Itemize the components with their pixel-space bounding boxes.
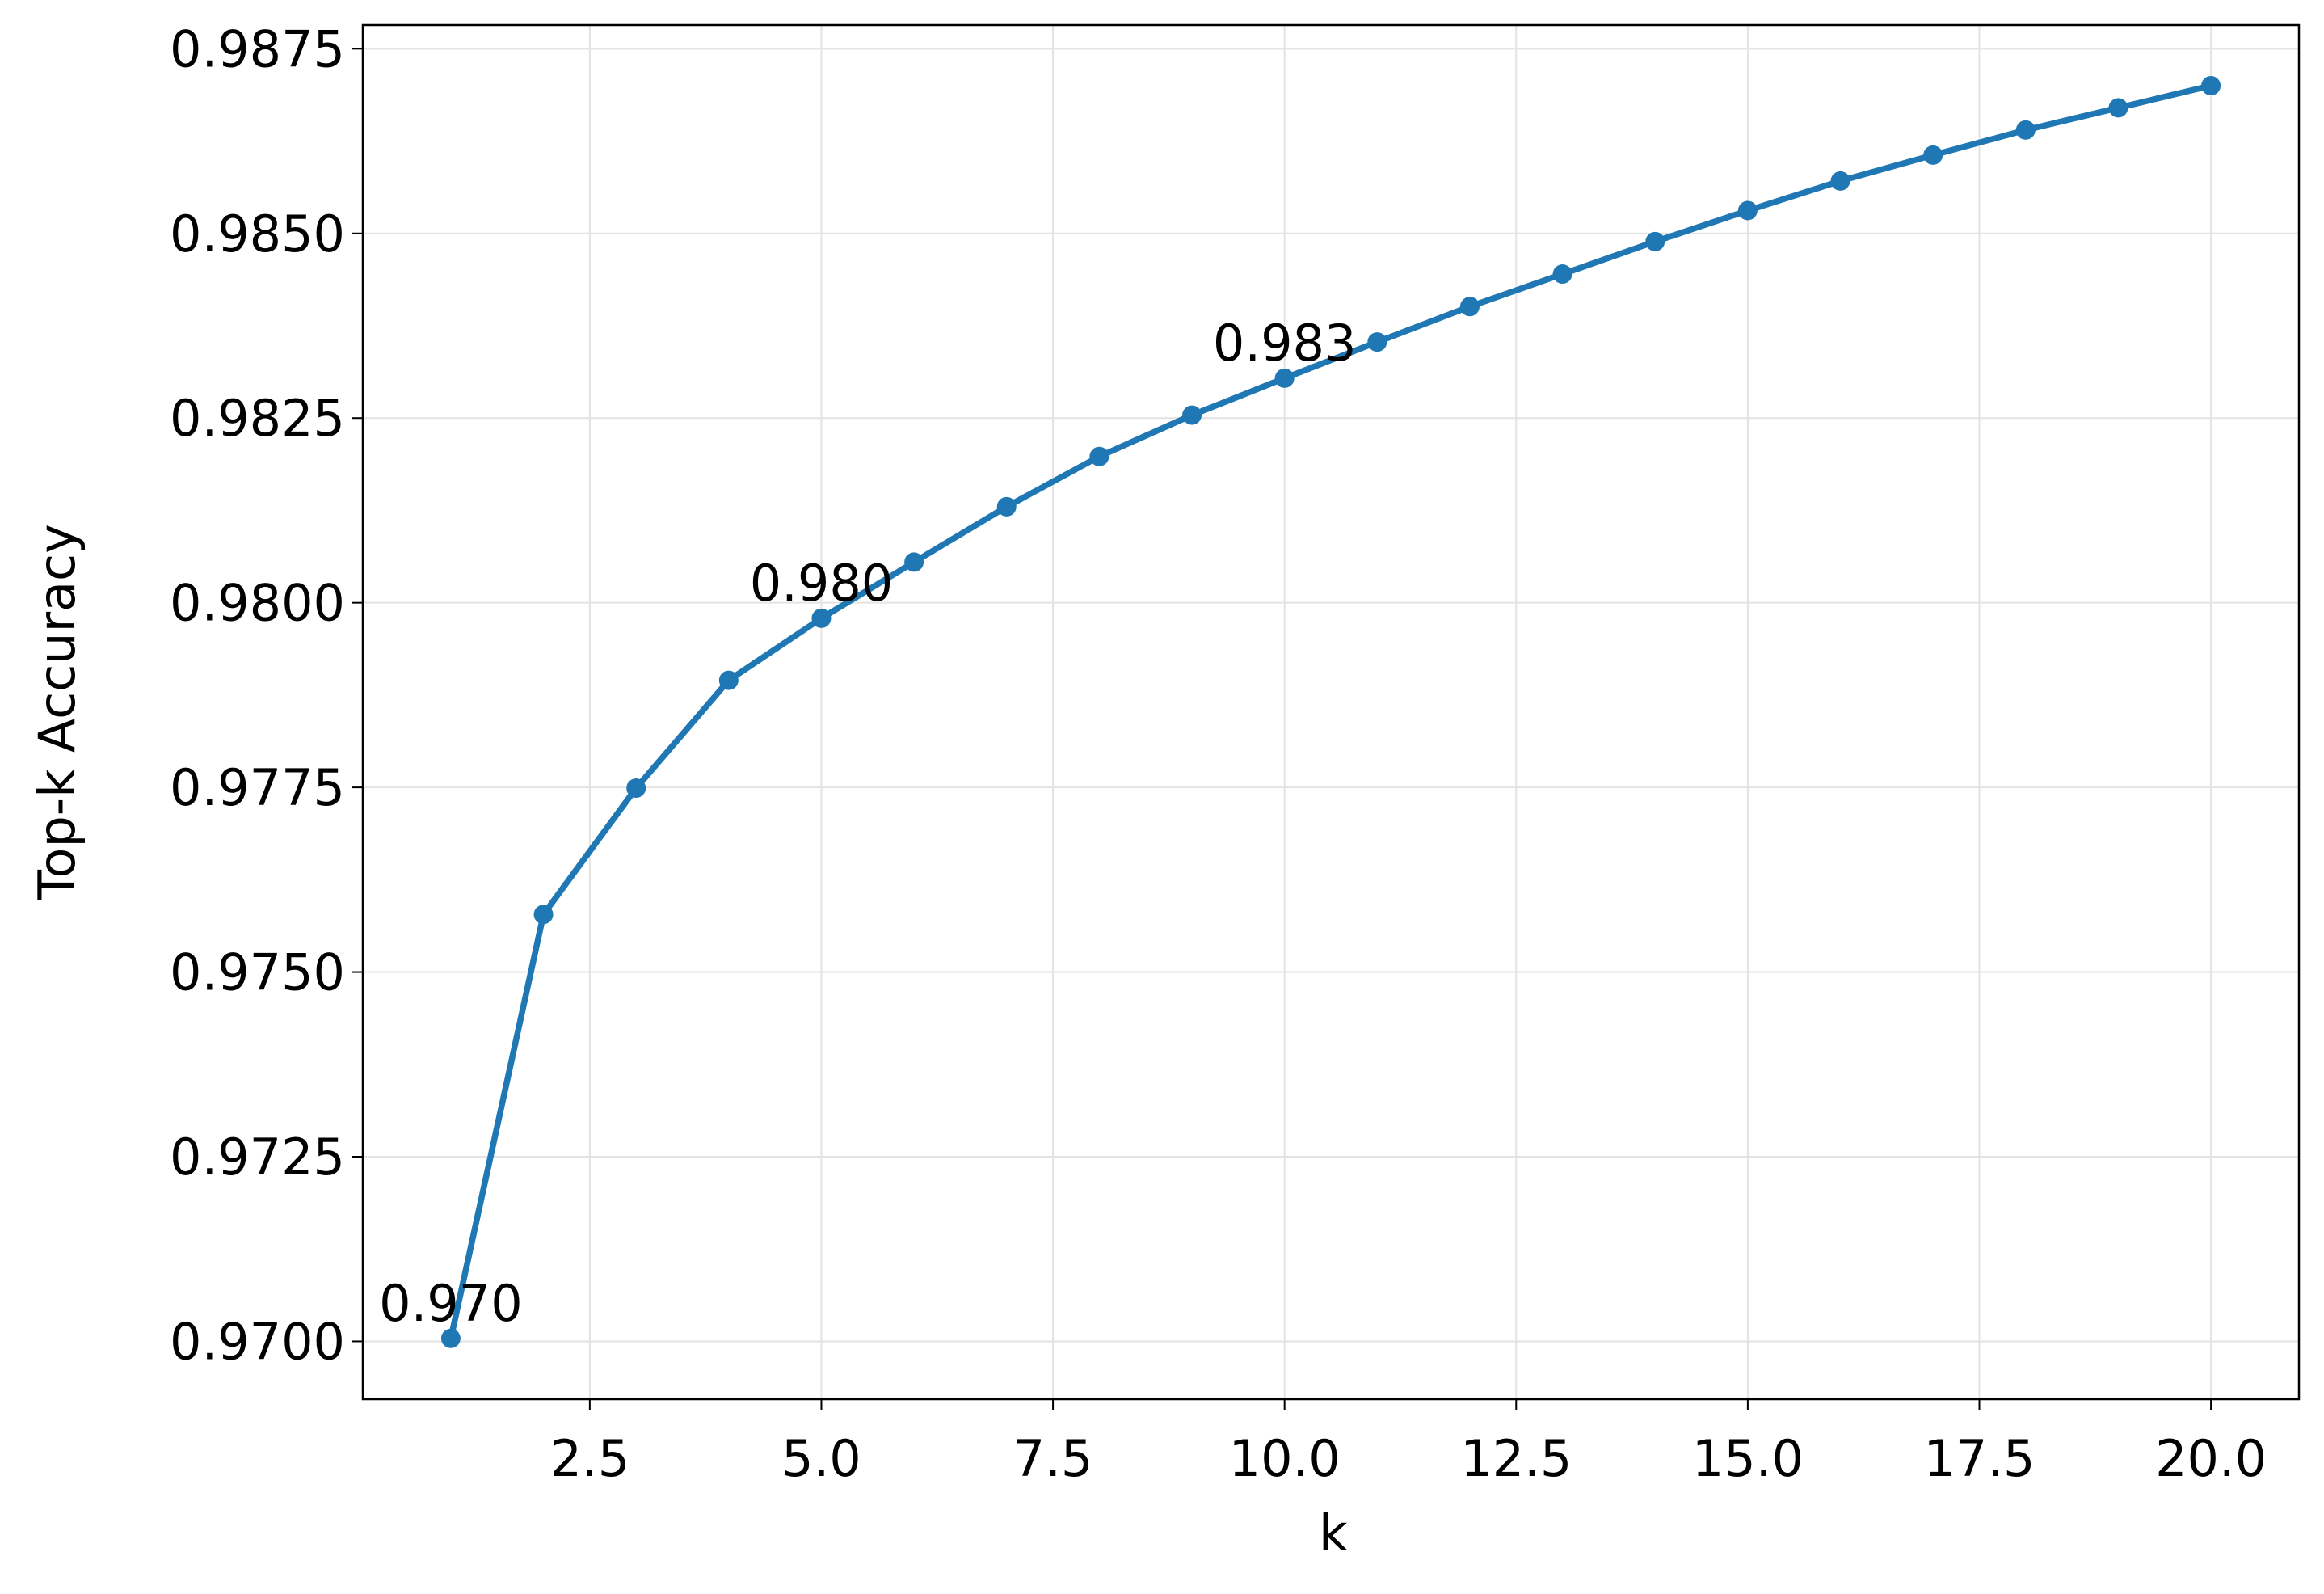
data-point: [811, 608, 832, 628]
data-line: [448, 82, 2212, 1339]
y-tick-label: 0.9825: [170, 389, 345, 448]
data-point: [1182, 405, 1202, 425]
data-point: [904, 552, 924, 572]
data-point: [440, 1328, 461, 1348]
x-tick-label: 5.0: [781, 1429, 861, 1488]
data-point: [1830, 171, 1850, 191]
y-axis-label: Top-k Accuracy: [27, 524, 86, 901]
data-point: [2108, 98, 2128, 118]
data-label: 0.983: [1213, 314, 1357, 373]
x-tick-label: 12.5: [1460, 1429, 1572, 1488]
data-point: [1367, 332, 1387, 352]
data-point: [533, 905, 554, 925]
x-tick-label: 20.0: [2155, 1429, 2267, 1488]
y-tick-label: 0.9700: [170, 1312, 345, 1371]
x-tick-label: 10.0: [1229, 1429, 1341, 1488]
data-point: [1552, 264, 1572, 285]
y-tick-label: 0.9875: [170, 19, 345, 78]
data-point: [1737, 200, 1758, 221]
plot-frame: [361, 23, 2301, 1401]
data-point: [2201, 76, 2221, 96]
x-tick-label: 15.0: [1692, 1429, 1804, 1488]
x-tick-label: 17.5: [1923, 1429, 2035, 1488]
data-point: [1089, 446, 1109, 466]
y-tick-label: 0.9850: [170, 205, 345, 264]
data-point: [626, 778, 646, 799]
data-point: [996, 496, 1017, 517]
data-label: 0.980: [750, 554, 894, 613]
x-tick-label: 2.5: [550, 1429, 630, 1488]
x-axis-label: k: [1319, 1503, 1348, 1562]
y-tick-label: 0.9750: [170, 943, 345, 1002]
data-point: [1459, 297, 1480, 317]
data-point: [1274, 368, 1295, 388]
data-point: [1923, 145, 1943, 165]
y-tick-label: 0.9725: [170, 1128, 345, 1187]
x-tick-label: 7.5: [1013, 1429, 1093, 1488]
data-point: [2015, 120, 2036, 140]
y-tick-label: 0.9800: [170, 574, 345, 633]
data-label: 0.970: [379, 1274, 523, 1333]
y-tick-label: 0.9775: [170, 758, 345, 817]
data-point: [718, 670, 739, 690]
data-point: [1645, 231, 1665, 251]
